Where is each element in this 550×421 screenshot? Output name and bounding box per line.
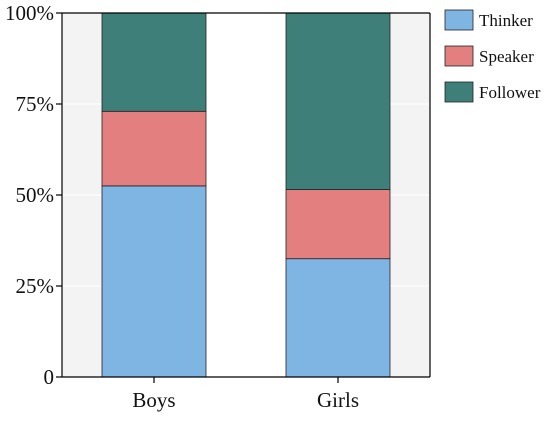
x-tick-label: Girls [317,388,359,412]
axis-layer: 0 25% 50% 75% 100% Boys Girls [5,1,431,412]
x-tick-label: Boys [132,388,175,412]
bar-stack-girls [285,12,391,378]
legend-swatch [444,81,474,103]
bars-layer [101,12,391,378]
y-tick-label: 100% [5,1,54,25]
legend-item-follower: Follower [444,81,541,103]
bar-segment-follower [285,12,391,190]
y-tick-label: 0 [44,365,55,389]
legend-label: Speaker [479,47,534,66]
bar-segment-follower [101,12,207,112]
legend: Thinker Speaker Follower [444,9,541,103]
legend-item-thinker: Thinker [444,9,533,31]
legend-label: Thinker [479,11,533,30]
y-tick-label: 75% [16,92,55,116]
legend-label: Follower [479,83,541,102]
bar-segment-thinker [101,185,207,378]
bar-segment-speaker [101,110,207,187]
legend-item-speaker: Speaker [444,45,534,67]
bar-stack-boys [101,12,207,378]
bar-segment-speaker [285,189,391,260]
y-tick-label: 25% [16,274,55,298]
y-tick-label: 50% [16,183,55,207]
legend-swatch [444,9,474,31]
legend-swatch [444,45,474,67]
bar-segment-thinker [285,258,391,378]
